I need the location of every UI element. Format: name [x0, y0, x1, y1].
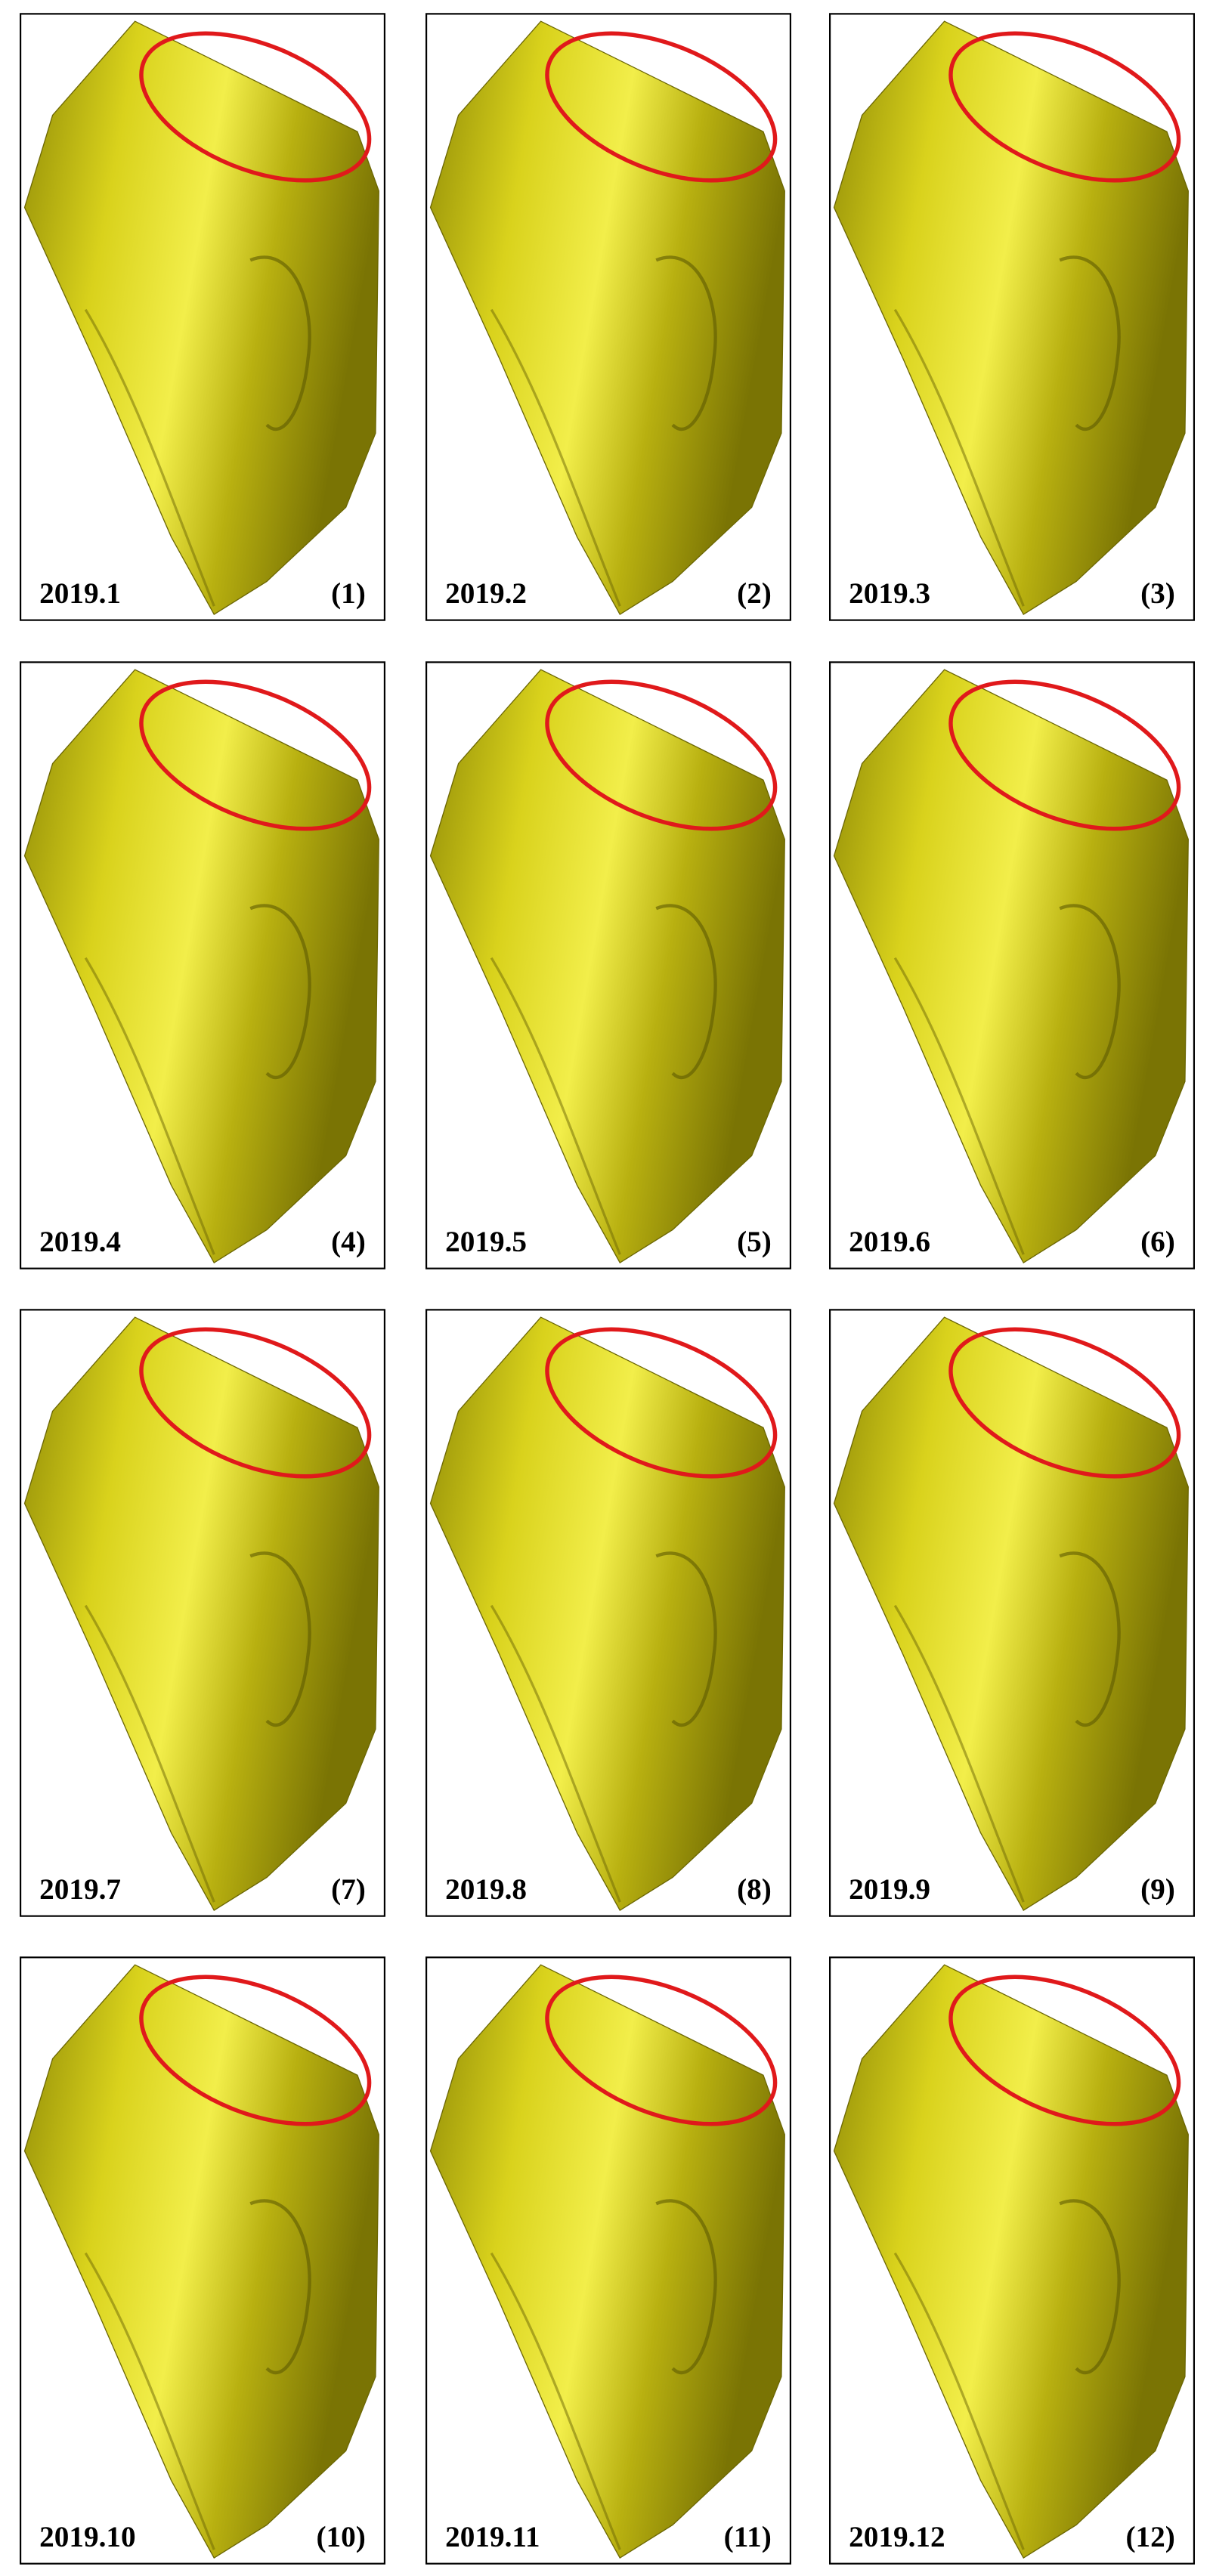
date-label: 2019.2 — [445, 577, 527, 610]
terrain-model — [23, 20, 379, 615]
panel-image: 2019.5 (5) — [425, 661, 791, 1269]
date-label: 2019.1 — [39, 577, 121, 610]
panel-index: (1) — [331, 577, 366, 610]
terrain-model — [23, 1316, 379, 1911]
terrain-ridge — [655, 1551, 717, 1727]
terrain-ridge — [1059, 1551, 1121, 1727]
panel-image: 2019.12 (12) — [829, 1956, 1195, 2565]
panel-image: 2019.11 (11) — [425, 1956, 791, 2565]
highlight-ellipse — [139, 1327, 372, 1479]
panel: 2019.8 (8) — [425, 1309, 791, 1917]
highlight-ellipse — [139, 679, 372, 831]
panel-index: (6) — [1140, 1226, 1175, 1258]
panel-image: 2019.3 (3) — [829, 13, 1195, 621]
panel-index: (2) — [737, 577, 772, 610]
terrain-ridge — [249, 1551, 311, 1727]
panel-image: 2019.1 (1) — [20, 13, 385, 621]
terrain-model — [23, 669, 379, 1263]
panel-image: 2019.2 (2) — [425, 13, 791, 621]
terrain-ridge — [1059, 255, 1121, 431]
panel: 2019.7 (7) — [20, 1309, 385, 1917]
panel-index: (4) — [331, 1226, 366, 1258]
highlight-ellipse — [948, 1975, 1181, 2126]
terrain-model — [429, 1964, 785, 2559]
terrain-model — [429, 1316, 785, 1911]
panel-image: 2019.6 (6) — [829, 661, 1195, 1269]
terrain-ridge — [490, 957, 621, 1255]
date-label: 2019.5 — [445, 1226, 527, 1258]
panel: 2019.12 (12) — [829, 1956, 1195, 2565]
date-label: 2019.7 — [39, 1873, 121, 1906]
terrain-ridge — [249, 2199, 311, 2375]
panel-image: 2019.7 (7) — [20, 1309, 385, 1917]
panel-image: 2019.10 (10) — [20, 1956, 385, 2565]
highlight-ellipse — [545, 679, 778, 831]
terrain-ridge — [893, 2252, 1025, 2550]
panel: 2019.3 (3) — [829, 13, 1195, 621]
panel: 2019.6 (6) — [829, 661, 1195, 1269]
highlight-ellipse — [545, 1975, 778, 2126]
terrain-model — [429, 20, 785, 615]
terrain-ridge — [84, 2252, 215, 2550]
terrain-model — [833, 1964, 1189, 2559]
panel: 2019.2 (2) — [425, 13, 791, 621]
terrain-model — [23, 1964, 379, 2559]
panel: 2019.1 (1) — [20, 13, 385, 621]
terrain-ridge — [655, 904, 717, 1080]
highlight-ellipse — [948, 1327, 1181, 1479]
date-label: 2019.8 — [445, 1873, 527, 1906]
date-label: 2019.9 — [849, 1873, 930, 1906]
panel-index: (5) — [737, 1226, 772, 1258]
panel-index: (7) — [331, 1873, 366, 1906]
highlight-ellipse — [545, 31, 778, 183]
terrain-ridge — [249, 904, 311, 1080]
terrain-ridge — [893, 1604, 1025, 1903]
panel: 2019.11 (11) — [425, 1956, 791, 2565]
date-label: 2019.4 — [39, 1226, 121, 1258]
highlight-ellipse — [139, 1975, 372, 2126]
highlight-ellipse — [139, 31, 372, 183]
terrain-ridge — [655, 255, 717, 431]
highlight-ellipse — [948, 31, 1181, 183]
panel-index: (3) — [1140, 577, 1175, 610]
panel-image: 2019.8 (8) — [425, 1309, 791, 1917]
date-label: 2019.11 — [445, 2521, 540, 2553]
panel: 2019.10 (10) — [20, 1956, 385, 2565]
panel-image: 2019.9 (9) — [829, 1309, 1195, 1917]
terrain-ridge — [490, 2252, 621, 2550]
terrain-ridge — [249, 255, 311, 431]
terrain-model — [833, 1316, 1189, 1911]
date-label: 2019.3 — [849, 577, 930, 610]
highlight-ellipse — [545, 1327, 778, 1479]
terrain-ridge — [84, 1604, 215, 1903]
highlight-ellipse — [948, 679, 1181, 831]
terrain-ridge — [893, 957, 1025, 1255]
date-label: 2019.6 — [849, 1226, 930, 1258]
panel: 2019.4 (4) — [20, 661, 385, 1269]
panel-index: (8) — [737, 1873, 772, 1906]
terrain-ridge — [893, 308, 1025, 607]
terrain-ridge — [84, 308, 215, 607]
panel-index: (10) — [316, 2521, 365, 2553]
terrain-ridge — [84, 957, 215, 1255]
panel: 2019.9 (9) — [829, 1309, 1195, 1917]
panel-index: (11) — [724, 2521, 772, 2553]
panel-image: 2019.4 (4) — [20, 661, 385, 1269]
terrain-ridge — [1059, 904, 1121, 1080]
panel: 2019.5 (5) — [425, 661, 791, 1269]
terrain-model — [833, 20, 1189, 615]
terrain-ridge — [490, 1604, 621, 1903]
terrain-model — [429, 669, 785, 1263]
terrain-ridge — [655, 2199, 717, 2375]
terrain-ridge — [490, 308, 621, 607]
date-label: 2019.10 — [39, 2521, 136, 2553]
panel-index: (12) — [1125, 2521, 1174, 2553]
terrain-ridge — [1059, 2199, 1121, 2375]
terrain-model — [833, 669, 1189, 1263]
date-label: 2019.12 — [849, 2521, 945, 2553]
panel-index: (9) — [1140, 1873, 1175, 1906]
